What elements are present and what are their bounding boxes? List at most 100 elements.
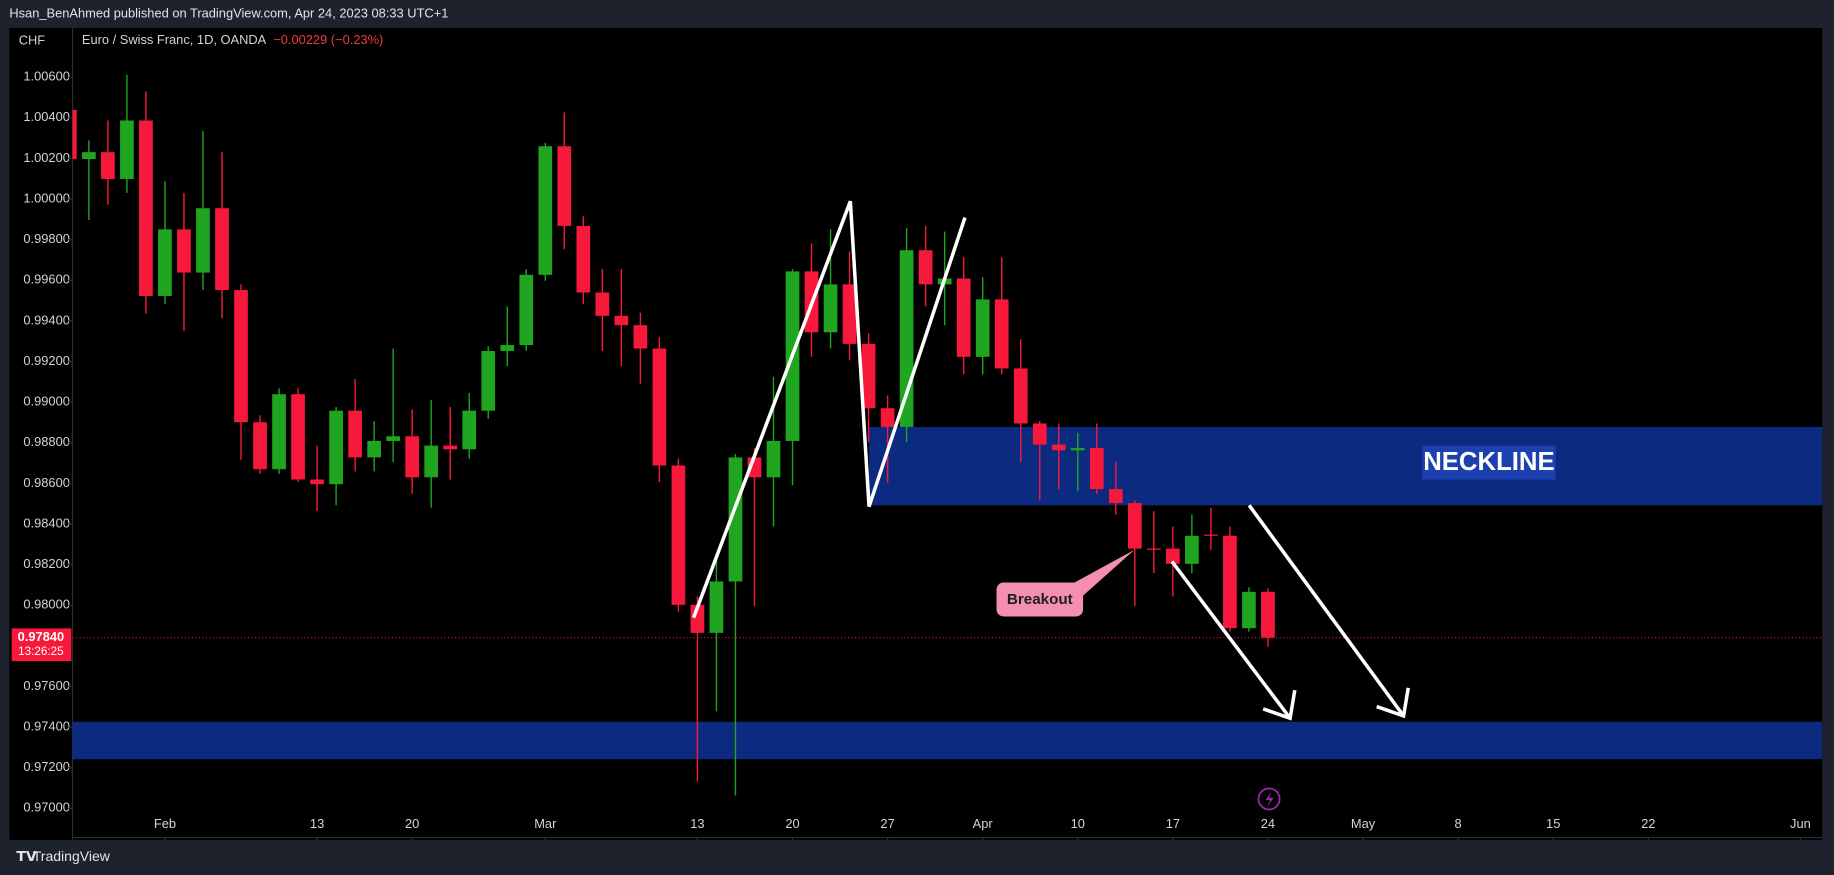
x-tick-label: Feb	[154, 816, 176, 831]
candle-body	[158, 229, 172, 296]
candle-body	[177, 229, 191, 273]
candle-body	[462, 410, 477, 450]
arrow-head	[1376, 687, 1410, 719]
breakout-box	[996, 582, 1084, 617]
y-tick-label: 0.99000	[23, 394, 69, 409]
y-tick-label: 0.98400	[23, 515, 69, 530]
candle-body	[709, 581, 724, 633]
y-tick-label: 0.99600	[23, 272, 69, 287]
last-price-label: 0.97840	[18, 629, 64, 644]
x-tick-label: 10	[1071, 816, 1085, 831]
candle-body	[291, 394, 305, 480]
countdown: 13:26:25	[18, 645, 64, 658]
support-zone	[72, 721, 1823, 760]
candle-body	[880, 408, 895, 427]
y-tick-label: 1.00200	[23, 150, 69, 165]
event-icon-bolt	[1265, 791, 1274, 808]
candle-body	[595, 292, 610, 316]
x-tick-label: 8	[1455, 816, 1462, 831]
candle-body	[1089, 448, 1104, 490]
y-tick-label: 0.97200	[23, 759, 69, 774]
y-tick-label: 0.99400	[23, 312, 69, 327]
candle-body	[272, 394, 286, 470]
candle-body	[1185, 535, 1199, 564]
y-tick-label: 1.00600	[23, 69, 69, 84]
candle-body	[234, 290, 248, 423]
x-tick-label: 13	[690, 816, 704, 831]
y-tick-label: 0.97600	[23, 678, 69, 693]
candle-body	[481, 350, 496, 411]
candle-body	[405, 436, 420, 478]
y-tick-label: 1.00000	[23, 190, 69, 205]
pattern-line	[691, 200, 967, 619]
candle-body	[101, 152, 115, 179]
candle-body	[253, 422, 267, 470]
x-tick-label: Mar	[534, 816, 557, 831]
neckline-box	[1422, 445, 1556, 480]
candle-body	[215, 208, 229, 291]
x-tick-label: May	[1351, 816, 1376, 831]
candle-body	[329, 410, 343, 485]
x-tick-label: Jun	[1790, 816, 1811, 831]
brand-name: TradingView	[33, 848, 111, 864]
candle-body	[348, 410, 362, 458]
candle-body	[975, 299, 990, 357]
brand: 𝗧𝗩	[16, 848, 37, 864]
neckline-zone	[869, 426, 1823, 506]
change: −0.00229 (−0.23%)	[273, 32, 383, 47]
y-tick-label: 0.98200	[23, 556, 69, 571]
arrow-head	[1262, 689, 1297, 721]
x-tick-label: 27	[880, 816, 894, 831]
symbol: Euro / Swiss Franc, 1D, OANDA	[82, 32, 267, 47]
candle-body	[1013, 368, 1028, 424]
candle-body	[1223, 535, 1237, 629]
x-tick-label: 24	[1261, 816, 1275, 831]
candle-body	[861, 343, 876, 409]
candle-body	[1242, 591, 1256, 629]
x-tick-label: Apr	[973, 816, 994, 831]
candle-body	[652, 348, 667, 466]
candle-body	[310, 479, 324, 485]
candle-body	[557, 146, 572, 226]
y-tick-label: 0.97000	[23, 800, 69, 815]
candle-body	[72, 109, 77, 160]
y-tick-label: 0.97400	[23, 718, 69, 733]
callout-pointer	[1070, 549, 1135, 597]
x-tick-label: 20	[785, 816, 799, 831]
event-icon[interactable]	[1257, 787, 1281, 811]
candle-body	[614, 315, 629, 326]
candle-body	[1070, 448, 1085, 451]
y-tick-label: 0.98800	[23, 434, 69, 449]
neckline-label: NECKLINE	[1423, 448, 1554, 476]
candle-body	[1127, 503, 1142, 549]
x-tick-label: 15	[1546, 816, 1560, 831]
candle-body	[633, 325, 648, 349]
candle-body	[386, 436, 400, 441]
candle-body	[671, 465, 686, 605]
pane: NECKLINE Breakout	[72, 74, 1823, 811]
candle-body	[538, 146, 553, 275]
candle-body	[823, 284, 838, 333]
symbol-info: Euro / Swiss Franc, 1D, OANDA −0.00229 (−…	[82, 32, 383, 47]
candle-body	[1032, 423, 1047, 445]
candle-body	[424, 445, 439, 478]
candle-body	[842, 284, 857, 344]
candle-body	[994, 299, 1009, 369]
y-tick-label: 0.99800	[23, 231, 69, 246]
breakout-label: Breakout	[1007, 591, 1073, 608]
x-tick-label: 13	[310, 816, 324, 831]
candle-body	[1146, 548, 1161, 550]
candle-body	[1261, 591, 1275, 638]
x-tick-label: 22	[1641, 816, 1655, 831]
candle-body	[1051, 444, 1066, 451]
candle-body	[576, 225, 591, 293]
candle-body	[120, 120, 134, 179]
candle-body	[443, 445, 458, 450]
last-price-box	[11, 628, 72, 662]
y-tick-label: 0.98000	[23, 597, 69, 612]
x-tick-label: 17	[1166, 816, 1180, 831]
candle-body	[139, 120, 153, 296]
candle-body	[500, 345, 515, 351]
